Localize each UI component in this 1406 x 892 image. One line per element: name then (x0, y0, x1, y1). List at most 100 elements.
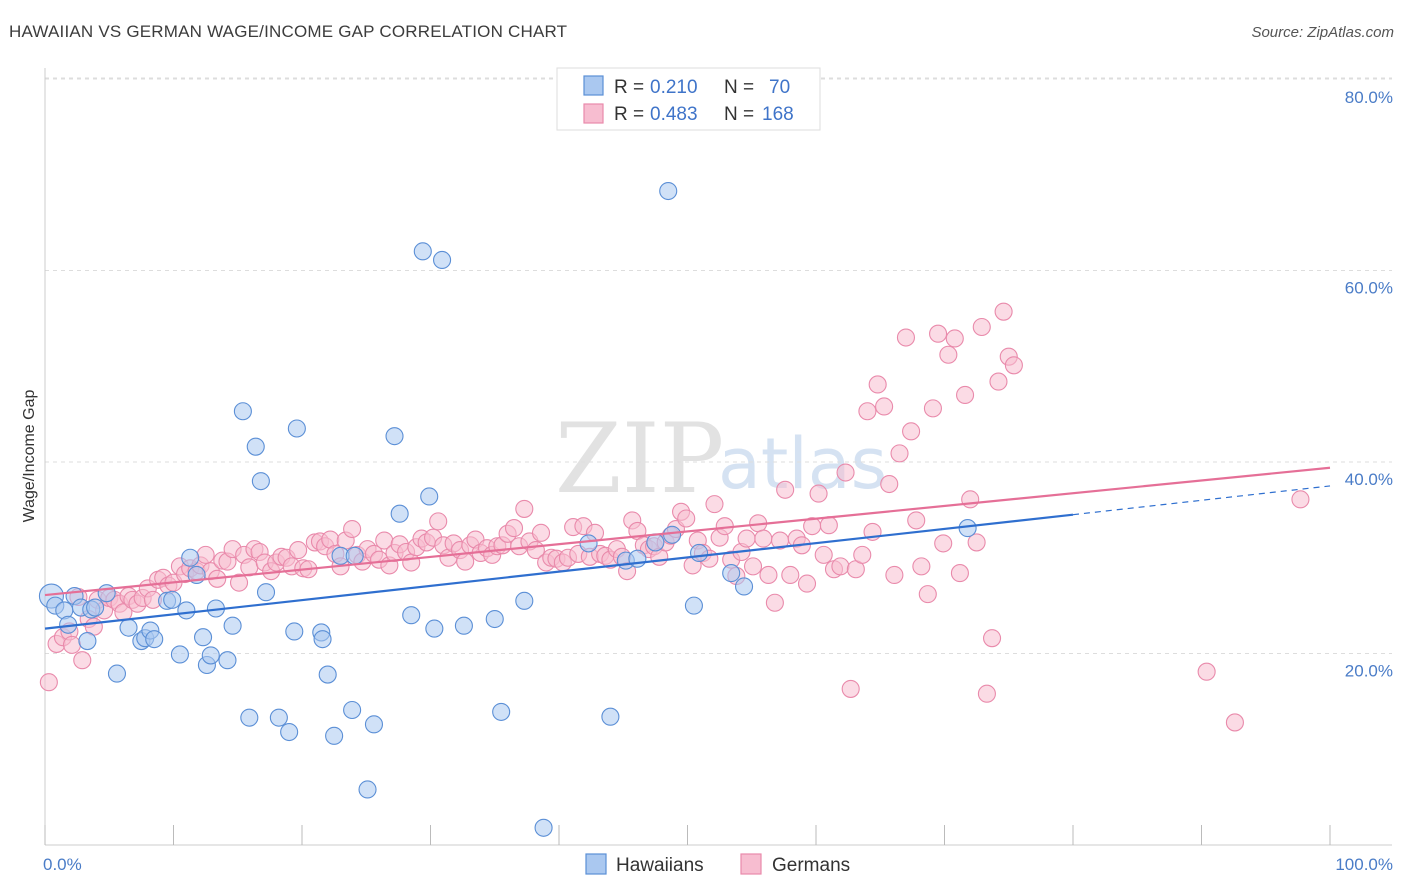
bottom-legend-swatch-hawaiians (585, 853, 607, 875)
hawaiian-point (246, 437, 265, 456)
german-point (1197, 662, 1216, 681)
german-point (743, 557, 763, 576)
hawaiian-point (86, 598, 105, 617)
legend-r-label: R = (614, 77, 644, 98)
german-point (868, 375, 887, 394)
y-tick-label: 60.0% (1345, 279, 1393, 298)
hawaiian-point (343, 700, 362, 720)
german-point (945, 329, 964, 348)
german-point (950, 564, 969, 583)
germans-points (39, 302, 1310, 732)
hawaiian-point (318, 665, 337, 684)
hawaiian-point (313, 630, 332, 649)
watermark-zip: ZIP (555, 403, 724, 515)
german-point (705, 495, 724, 514)
bottom-legend-swatch-germans (740, 853, 762, 875)
hawaiian-point (233, 402, 252, 421)
hawaiians-trend-line (44, 513, 1074, 630)
hawaiian-point (287, 419, 306, 438)
german-point (967, 533, 986, 552)
german-point (677, 509, 696, 528)
legend-r-value: 0.483 (650, 104, 698, 125)
axes (44, 68, 1392, 846)
bottom-legend-label-hawaiians: Hawaiians (616, 855, 704, 876)
hawaiian-point (163, 590, 182, 609)
hawaiian-point (425, 619, 444, 638)
german-point (841, 679, 860, 698)
german-point (737, 529, 756, 548)
german-point (831, 557, 850, 576)
german-point (956, 385, 975, 405)
german-point (972, 317, 991, 337)
chart-title: HAWAIIAN VS GERMAN WAGE/INCOME GAP CORRE… (9, 22, 568, 41)
y-tick-label: 20.0% (1345, 662, 1393, 681)
legend-swatch-germans (583, 103, 604, 124)
german-point (934, 534, 953, 553)
watermark-atlas: atlas (718, 423, 887, 505)
germans-trend-line (44, 466, 1331, 597)
german-point (907, 511, 926, 530)
y-axis-label: Wage/Income Gap (21, 390, 38, 523)
german-point (858, 402, 877, 421)
german-point (977, 684, 996, 703)
hawaiians-points (38, 181, 977, 837)
legend-r-label: R = (614, 104, 644, 125)
german-point (819, 516, 838, 535)
source-label: Source: ZipAtlas.com (1251, 24, 1394, 41)
hawaiian-point (181, 548, 200, 567)
hawaiian-point (433, 250, 452, 270)
hawaiian-point (240, 708, 259, 727)
trend-lines (44, 466, 1331, 630)
hawaiian-point (145, 630, 164, 649)
german-point (853, 545, 872, 564)
x-tick-label: 0.0% (43, 855, 82, 874)
legend-r-value: 0.210 (650, 77, 698, 98)
hawaiian-point (413, 242, 432, 261)
hawaiian-point (218, 651, 237, 670)
german-point (759, 565, 778, 585)
german-point (402, 553, 421, 572)
german-point (896, 328, 916, 347)
hawaiian-point (684, 596, 703, 615)
hawaiian-point (364, 715, 384, 734)
hawaiian-point (663, 525, 682, 544)
german-point (994, 302, 1013, 321)
german-point (39, 673, 58, 692)
hawaiian-point (358, 780, 377, 799)
german-point (885, 565, 904, 585)
tick-labels: 20.0% 40.0% 60.0% 80.0% 0.0% 100.0% (43, 88, 1393, 874)
german-point (961, 490, 980, 509)
bottom-legend: Hawaiians Germans (585, 853, 850, 876)
german-point (836, 463, 855, 482)
hawaiian-point (177, 601, 196, 620)
hawaiian-point (170, 645, 189, 664)
german-point (456, 552, 475, 571)
y-tick-label: 40.0% (1345, 470, 1393, 489)
hawaiian-point (223, 616, 242, 635)
hawaiian-point (402, 606, 421, 625)
hawaiian-point (285, 622, 304, 641)
german-point (923, 399, 942, 418)
hawaiian-point (454, 616, 473, 635)
german-point (890, 444, 909, 463)
german-point (989, 372, 1008, 391)
german-point (875, 397, 894, 416)
german-point (229, 573, 249, 592)
hawaiian-point (646, 533, 665, 552)
german-point (880, 474, 899, 494)
german-point (809, 484, 828, 503)
german-point (929, 324, 948, 343)
german-point (912, 557, 931, 576)
german-point (1291, 490, 1310, 509)
german-point (918, 585, 937, 604)
german-point (939, 345, 958, 364)
hawaiian-point (690, 543, 709, 563)
hawaiian-point (251, 472, 270, 491)
hawaiian-point (659, 181, 678, 201)
german-point (73, 651, 92, 670)
hawaiian-point (269, 708, 288, 727)
legend-n-value: 70 (769, 77, 790, 98)
german-point (504, 519, 524, 538)
hawaiian-point (201, 646, 220, 665)
legend-n-value: 168 (762, 104, 794, 125)
